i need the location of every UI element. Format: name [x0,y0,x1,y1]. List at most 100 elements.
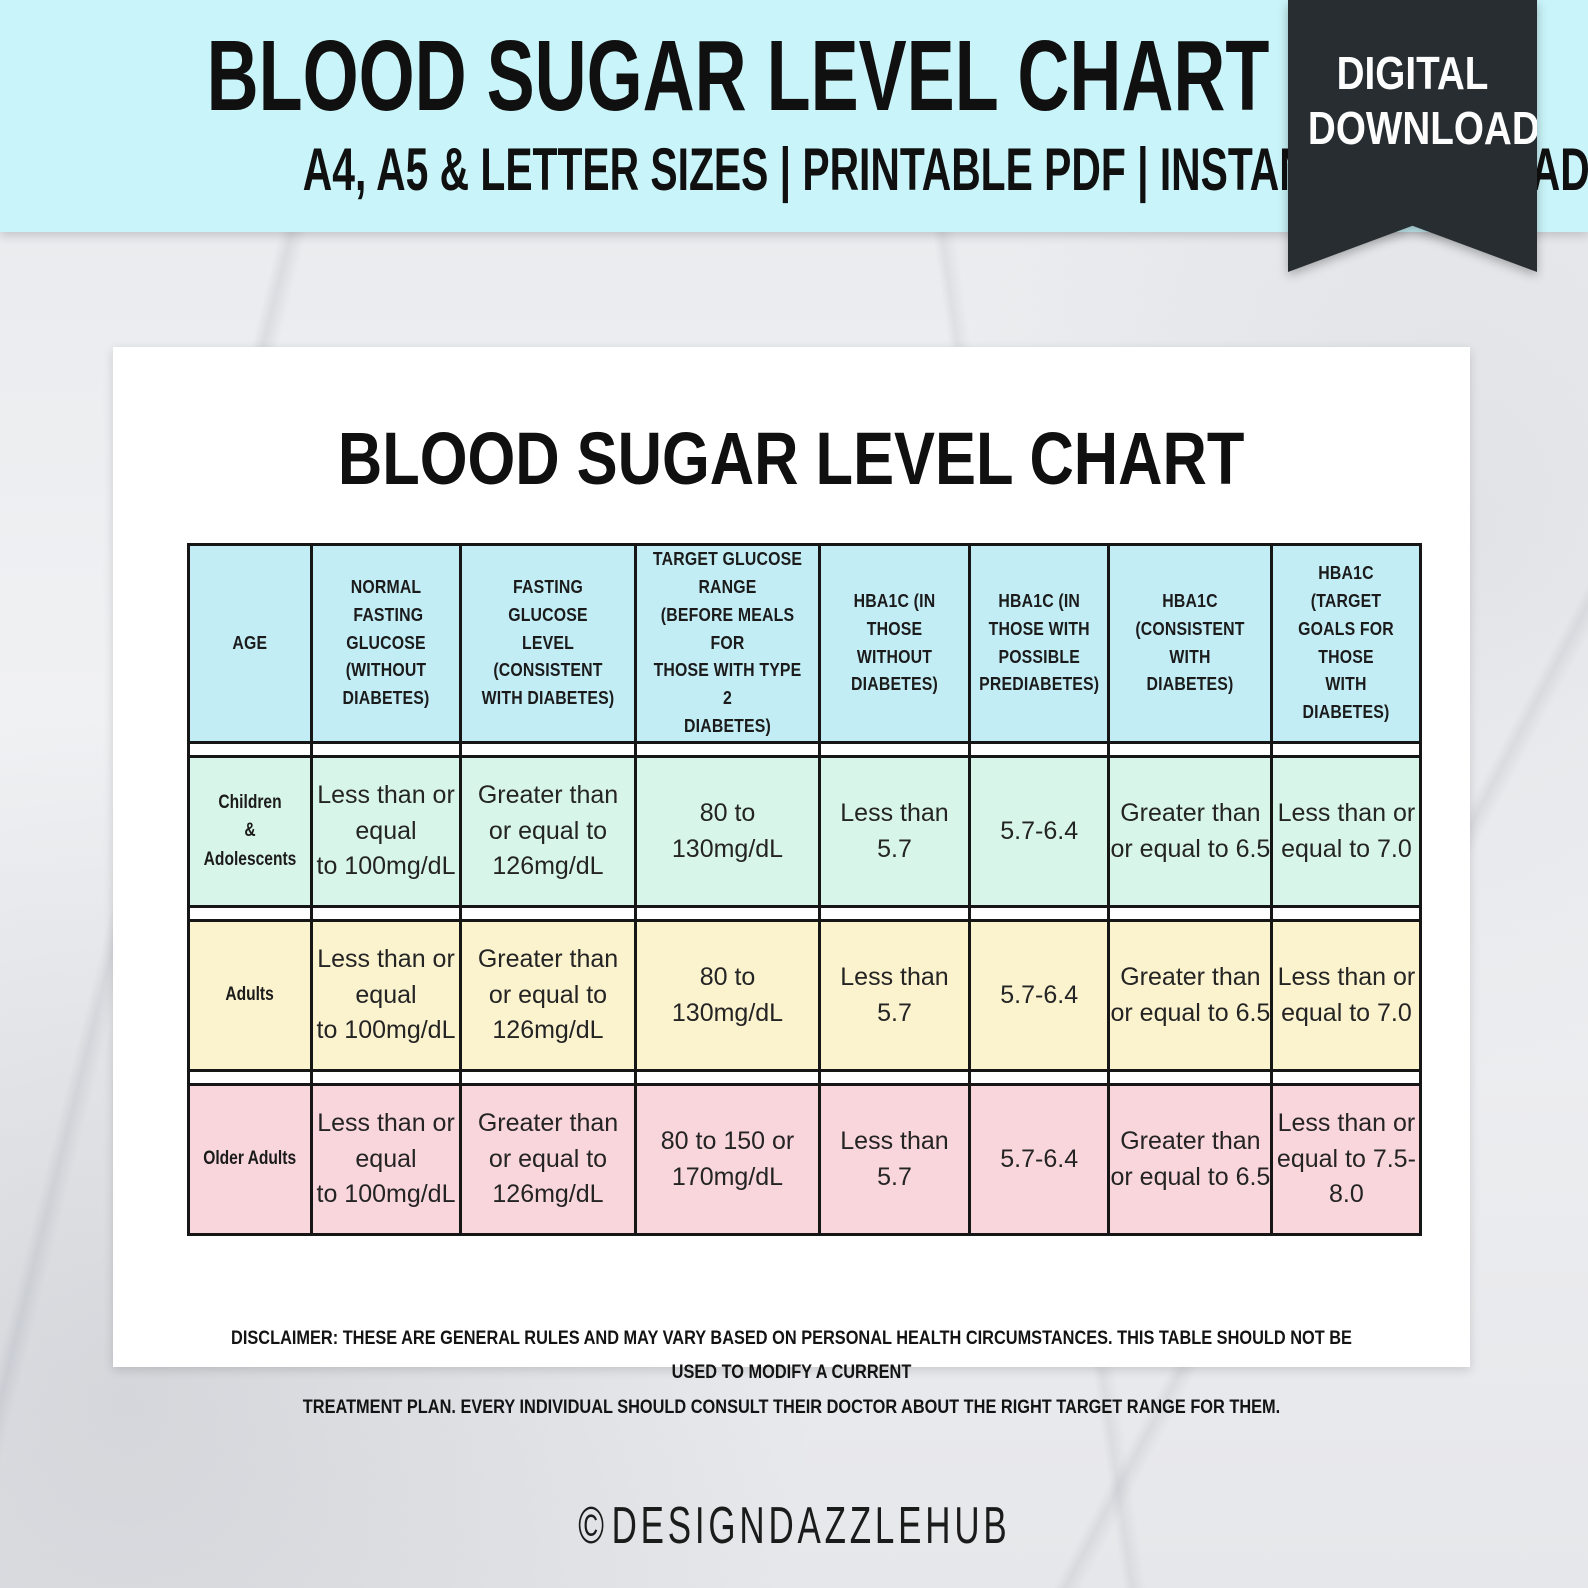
header-fasting-glucose-level: FASTING GLUCOSE LEVEL (CONSISTENT WITH D… [459,542,637,745]
cell-value: Less than or equal to 100mg/dL [316,781,456,881]
age-cell: Adults [187,919,313,1073]
document-page: BLOOD SUGAR LEVEL CHART AGE NORMAL FASTI… [113,347,1470,1418]
brand-credit: © DESIGNDAZZLEHUB [0,1495,1588,1555]
spacer-cell [818,1069,971,1087]
table-row-adults: Adults Less than or equal to 100mg/dL Gr… [187,919,1423,1073]
data-cell: Less than or equal to 7.5- 8.0 [1270,1083,1423,1237]
spacer-cell [634,741,821,759]
header-hba1c-without-diabetes: HBA1C (IN THOSE WITHOUT DIABETES) [818,542,971,745]
spacer-cell [187,1069,313,1087]
data-cell: Greater than or equal to 6.5 [1107,919,1274,1073]
spacer-row [187,905,1423,923]
cell-value: Less than 5.7 [840,799,949,863]
digital-download-ribbon: DIGITAL DOWNLOAD [1288,0,1537,272]
data-cell: 80 to 130mg/dL [634,755,821,909]
data-cell: 5.7-6.4 [967,1083,1111,1237]
data-cell: 80 to 130mg/dL [634,919,821,1073]
spacer-cell [634,1069,821,1087]
copyright-icon: © [577,1495,604,1555]
spacer-cell [818,905,971,923]
banner-title: BLOOD SUGAR LEVEL CHART [206,20,1270,132]
data-cell: Less than or equal to 100mg/dL [310,755,462,909]
data-cell: 5.7-6.4 [967,919,1111,1073]
spacer-cell [459,905,637,923]
header-age-label: AGE [232,632,268,653]
header-hba1c-without-diabetes-label: HBA1C (IN THOSE WITHOUT DIABETES) [851,590,938,695]
data-cell: Less than or equal to 7.0 [1270,755,1423,909]
cell-value: 80 to 130mg/dL [671,963,784,1027]
cell-value: Greater than or equal to 6.5 [1110,963,1271,1027]
age-label: Older Adults [203,1148,297,1170]
spacer-cell [310,905,462,923]
header-hba1c-prediabetes-label: HBA1C (IN THOSE WITH POSSIBLE PREDIABETE… [979,590,1100,695]
spacer-cell [1270,1069,1423,1087]
age-cell: Children & Adolescents [187,755,313,909]
cell-value: 80 to 150 or 170mg/dL [660,1127,795,1191]
cell-value: Less than or equal to 100mg/dL [316,945,456,1045]
table-row-older-adults: Older Adults Less than or equal to 100mg… [187,1083,1423,1237]
blood-sugar-table: AGE NORMAL FASTING GLUCOSE (WITHOUT DIAB… [187,542,1423,1237]
header-fasting-glucose-level-label: FASTING GLUCOSE LEVEL (CONSISTENT WITH D… [481,576,615,709]
ribbon-shape: DIGITAL DOWNLOAD [1288,0,1537,272]
data-cell: Less than or equal to 100mg/dL [310,1083,462,1237]
brand-credit-text: © DESIGNDAZZLEHUB [578,1495,1010,1555]
age-label: Adults [225,984,275,1006]
spacer-cell [967,1069,1111,1087]
spacer-cell [634,905,821,923]
spacer-cell [1107,1069,1274,1087]
cell-value: Greater than or equal to 126mg/dL [477,781,619,881]
data-cell: Greater than or equal to 6.5 [1107,755,1274,909]
data-cell: Less than or equal to 100mg/dL [310,919,462,1073]
age-cell: Older Adults [187,1083,313,1237]
brand-name: DESIGNDAZZLEHUB [611,1495,1011,1555]
header-target-glucose-range: TARGET GLUCOSE RANGE (BEFORE MEALS FOR T… [634,542,821,745]
header-hba1c-target-goals-label: HBA1C (TARGET GOALS FOR THOSE WITH DIABE… [1298,562,1395,723]
spacer-cell [818,741,971,759]
header-target-glucose-range-label: TARGET GLUCOSE RANGE (BEFORE MEALS FOR T… [652,548,803,737]
table-row-children-adolescents: Children & Adolescents Less than or equa… [187,755,1423,909]
header-normal-fasting-glucose-label: NORMAL FASTING GLUCOSE (WITHOUT DIABETES… [342,576,430,709]
cell-value: Greater than or equal to 126mg/dL [477,1109,619,1209]
spacer-cell [459,1069,637,1087]
spacer-row [187,741,1423,759]
cell-value: 80 to 130mg/dL [671,799,784,863]
data-cell: Greater than or equal to 126mg/dL [459,919,637,1073]
cell-value: Less than 5.7 [840,963,949,1027]
data-cell: Less than 5.7 [818,919,971,1073]
header-hba1c-target-goals: HBA1C (TARGET GOALS FOR THOSE WITH DIABE… [1270,542,1423,745]
cell-value: Less than or equal to 7.5- 8.0 [1276,1109,1416,1209]
spacer-cell [967,741,1111,759]
cell-value: Less than 5.7 [840,1127,949,1191]
table-header-row: AGE NORMAL FASTING GLUCOSE (WITHOUT DIAB… [187,542,1423,745]
cell-value: Greater than or equal to 6.5 [1110,1127,1271,1191]
header-hba1c-consistent: HBA1C (CONSISTENT WITH DIABETES) [1107,542,1274,745]
spacer-cell [187,741,313,759]
data-cell: 80 to 150 or 170mg/dL [634,1083,821,1237]
data-cell: Greater than or equal to 126mg/dL [459,755,637,909]
disclaimer-text: DISCLAIMER: THESE ARE GENERAL RULES AND … [231,1328,1352,1418]
cell-value: Greater than or equal to 126mg/dL [477,945,619,1045]
spacer-cell [310,741,462,759]
cell-value: 5.7-6.4 [1000,816,1079,845]
data-cell: Greater than or equal to 126mg/dL [459,1083,637,1237]
data-cell: 5.7-6.4 [967,755,1111,909]
spacer-cell [1107,741,1274,759]
cell-value: 5.7-6.4 [1000,980,1079,1009]
header-age: AGE [187,542,313,745]
data-cell: Less than or equal to 7.0 [1270,919,1423,1073]
spacer-cell [1270,741,1423,759]
document-title: BLOOD SUGAR LEVEL CHART [338,417,1245,500]
spacer-cell [187,905,313,923]
cell-value: Less than or equal to 100mg/dL [316,1109,456,1209]
header-normal-fasting-glucose: NORMAL FASTING GLUCOSE (WITHOUT DIABETES… [310,542,462,745]
cell-value: Greater than or equal to 6.5 [1110,799,1271,863]
data-cell: Greater than or equal to 6.5 [1107,1083,1274,1237]
spacer-row [187,1069,1423,1087]
spacer-cell [967,905,1111,923]
spacer-cell [310,1069,462,1087]
header-hba1c-prediabetes: HBA1C (IN THOSE WITH POSSIBLE PREDIABETE… [967,542,1111,745]
data-cell: Less than 5.7 [818,755,971,909]
ribbon-text-line2: DOWNLOAD [1307,102,1540,155]
cell-value: Less than or equal to 7.0 [1277,963,1416,1027]
